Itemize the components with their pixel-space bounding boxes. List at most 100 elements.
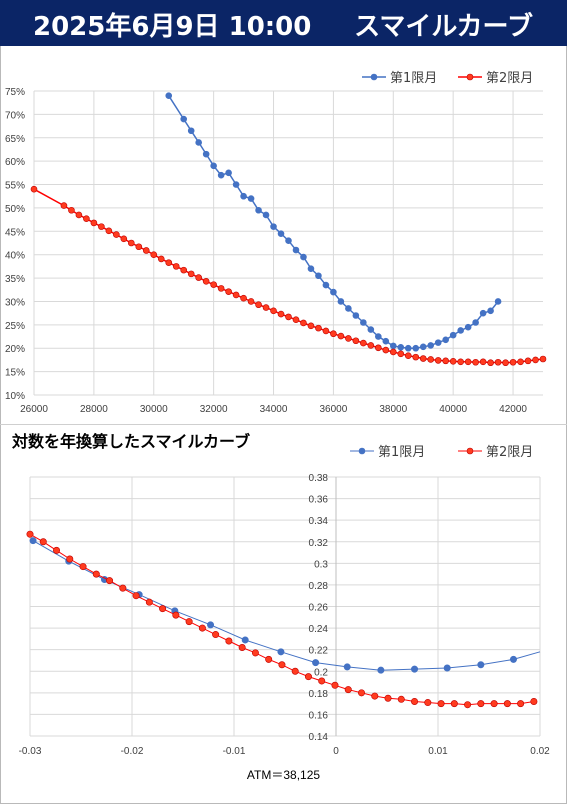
data-point-1: [277, 230, 285, 237]
data-point-2: [185, 618, 193, 626]
data-point-2: [225, 637, 233, 645]
y-tick-label: 30%: [5, 297, 25, 308]
data-point-2: [457, 358, 464, 366]
header-title: スマイルカーブ: [354, 12, 533, 42]
data-point-1: [330, 288, 337, 296]
data-point-1: [315, 272, 322, 280]
data-point-1: [232, 181, 240, 188]
data-point-1: [377, 666, 385, 674]
data-point-2: [490, 700, 498, 708]
data-point-2: [389, 348, 397, 356]
data-point-1: [412, 344, 420, 352]
data-point-2: [30, 185, 38, 193]
data-point-2: [503, 700, 511, 708]
chart2-title: 対数を年換算したスマイルカーブ: [12, 432, 251, 451]
data-point-2: [300, 319, 307, 327]
legend-label-1: 第1限月: [390, 71, 437, 86]
data-point-2: [195, 274, 202, 281]
y-tick-label: 0.28: [309, 581, 329, 592]
data-point-2: [412, 353, 420, 361]
x-tick-label: 36000: [320, 404, 348, 415]
data-point-1: [240, 192, 247, 200]
data-point-2: [240, 294, 247, 302]
data-point-1: [375, 333, 382, 340]
data-point-2: [382, 346, 390, 354]
x-tick-label: -0.01: [223, 746, 246, 757]
legend-marker-1: [358, 447, 366, 455]
x-tick-label: 34000: [260, 404, 288, 415]
data-point-2: [285, 313, 292, 321]
data-point-1: [397, 343, 405, 351]
y-tick-label: 25%: [5, 321, 25, 332]
y-tick-label: 0.3: [314, 559, 328, 570]
data-point-2: [255, 301, 262, 309]
data-point-2: [39, 538, 47, 546]
data-point-2: [404, 352, 412, 360]
y-tick-label: 40%: [5, 251, 25, 262]
data-point-1: [300, 253, 307, 261]
data-point-2: [150, 251, 158, 258]
data-point-2: [291, 667, 299, 675]
data-point-1: [270, 223, 277, 230]
legend-marker-1: [370, 73, 378, 81]
data-point-2: [225, 288, 232, 295]
y-tick-label: 65%: [5, 134, 25, 145]
data-point-2: [145, 598, 153, 606]
data-point-2: [352, 337, 360, 345]
data-point-1: [285, 237, 292, 244]
data-point-1: [382, 337, 390, 345]
data-point-2: [210, 281, 217, 288]
data-point-2: [434, 357, 442, 364]
data-point-1: [442, 336, 449, 344]
legend-label-2: 第2限月: [486, 71, 533, 86]
series-line-1: [32, 540, 541, 671]
x-tick-label: 38000: [379, 404, 407, 415]
y-tick-label: 15%: [5, 368, 25, 379]
data-point-1: [207, 621, 215, 629]
data-point-1: [337, 298, 345, 305]
data-point-2: [442, 357, 449, 365]
x-tick-label: -0.03: [19, 746, 42, 757]
data-point-2: [119, 584, 127, 592]
data-point-2: [304, 673, 312, 681]
data-point-1: [457, 327, 464, 334]
data-point-2: [26, 530, 34, 538]
y-tick-label: 0.14: [309, 732, 329, 743]
data-point-2: [479, 358, 487, 366]
data-point-2: [449, 358, 457, 365]
data-point-2: [187, 270, 195, 278]
x-tick-label: 0.02: [530, 746, 550, 757]
data-point-1: [165, 92, 173, 99]
data-point-2: [411, 697, 419, 705]
data-point-2: [262, 304, 270, 311]
data-point-1: [210, 162, 217, 170]
data-point-1: [307, 265, 315, 273]
data-point-2: [450, 700, 458, 708]
data-point-2: [367, 342, 375, 349]
x-tick-label: 30000: [140, 404, 168, 415]
y-tick-label: 75%: [5, 87, 25, 98]
legend-marker-2: [466, 447, 474, 455]
y-tick-label: 55%: [5, 181, 25, 192]
data-point-2: [472, 358, 479, 366]
data-point-2: [437, 700, 445, 708]
data-point-2: [217, 285, 225, 292]
data-point-1: [180, 115, 188, 123]
smile-curve-chart: 10% 15% 20% 25% 30% 35% 40% 45% 50% 55% 60% 65% 70% 7…: [5, 71, 547, 415]
x-tick-label: 28000: [80, 404, 108, 415]
data-point-2: [532, 356, 539, 364]
y-tick-label: 0.34: [309, 516, 329, 527]
data-point-1: [345, 305, 352, 312]
data-point-2: [120, 235, 128, 243]
data-point-2: [135, 243, 143, 251]
y-tick-label: 0.16: [309, 710, 329, 721]
x-tick-label: 40000: [439, 404, 467, 415]
legend-label-2: 第2限月: [486, 445, 533, 460]
data-point-1: [29, 537, 37, 545]
data-point-1: [322, 281, 330, 289]
data-point-1: [202, 150, 210, 158]
y-tick-label: 0.32: [309, 538, 329, 549]
data-point-1: [464, 323, 472, 331]
data-point-1: [472, 319, 479, 326]
y-tick-label: 60%: [5, 157, 25, 168]
